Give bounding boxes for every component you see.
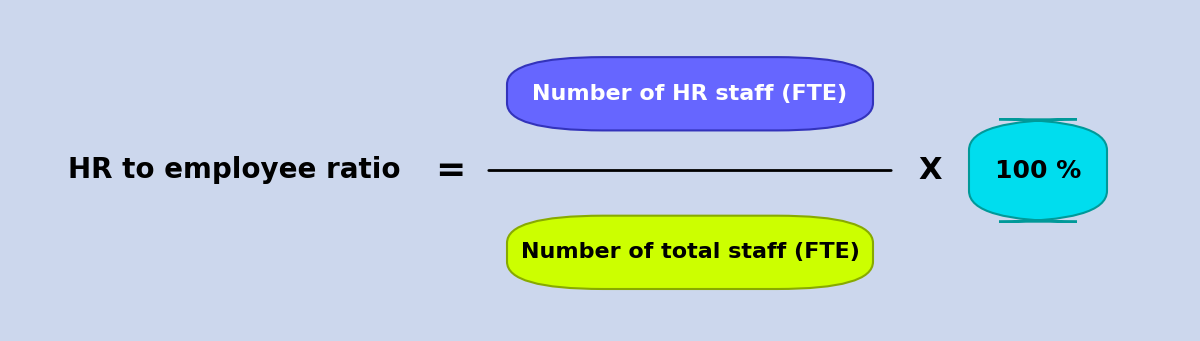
Text: Number of HR staff (FTE): Number of HR staff (FTE): [533, 84, 847, 104]
Text: 100 %: 100 %: [995, 159, 1081, 182]
FancyBboxPatch shape: [508, 57, 874, 131]
Text: =: =: [434, 153, 466, 188]
Text: Number of total staff (FTE): Number of total staff (FTE): [521, 242, 859, 262]
FancyBboxPatch shape: [970, 119, 1108, 222]
Text: HR to employee ratio: HR to employee ratio: [67, 157, 401, 184]
FancyBboxPatch shape: [508, 216, 874, 289]
Text: X: X: [918, 156, 942, 185]
